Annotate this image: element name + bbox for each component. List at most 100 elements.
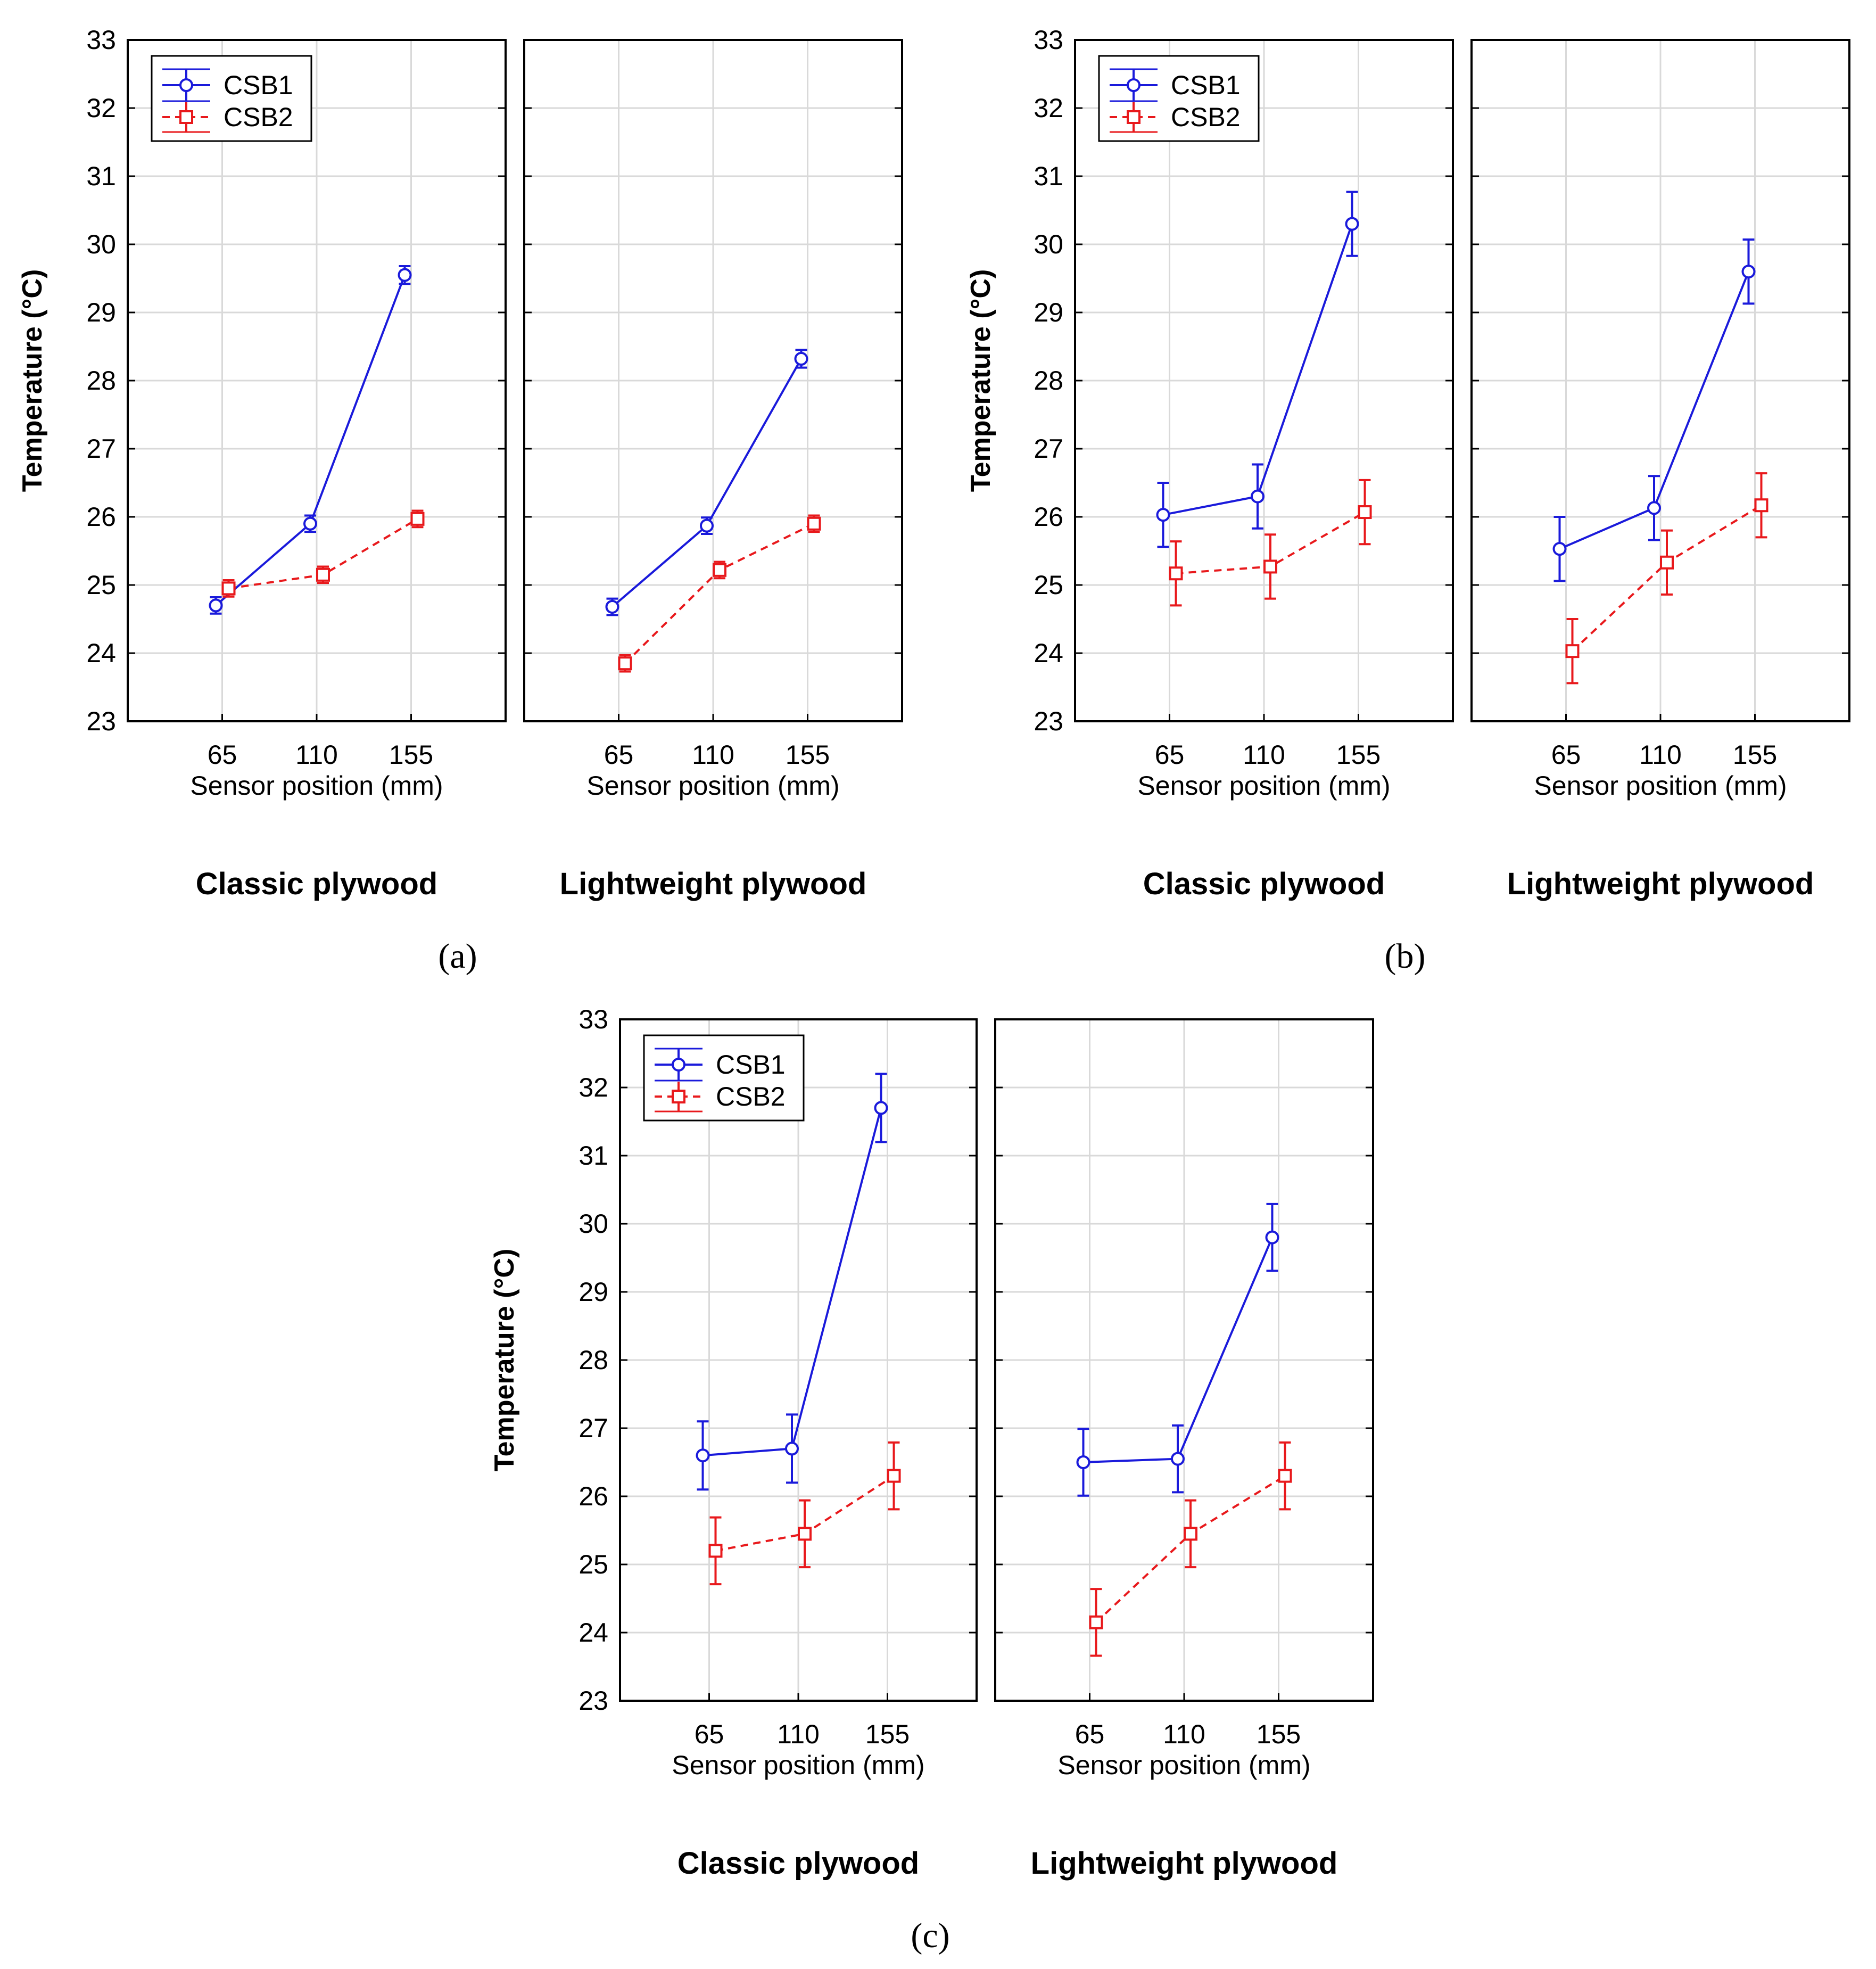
subfigure-label-a: (a) [438,937,477,976]
x-tick-label: 65 [1155,740,1185,770]
y-tick-label: 25 [578,1550,608,1579]
data-point-csb1 [1171,1452,1185,1466]
legend-label-csb1: CSB1 [1171,70,1241,100]
x-axis-label: Sensor position (mm) [1534,771,1787,801]
data-point-csb2 [410,512,425,526]
y-tick-label: 24 [86,638,116,668]
y-tick-label: 27 [1034,434,1063,464]
x-tick-label: 155 [1733,740,1777,770]
y-axis-label: Temperature (°C) [965,269,996,492]
legend-marker-csb1 [672,1058,685,1072]
panel-title: Lightweight plywood [560,867,867,901]
data-point-csb2 [221,581,236,596]
data-point-csb1 [605,599,619,614]
data-point-csb1 [1076,1455,1090,1469]
x-tick-label: 110 [777,1719,820,1749]
panel-title: Classic plywood [1143,867,1385,901]
y-tick-label: 31 [86,161,116,191]
data-point-csb1 [1647,501,1661,515]
x-tick-label: 65 [208,740,237,770]
legend-marker-csb1 [179,78,193,92]
y-tick-label: 24 [1034,638,1063,668]
y-tick-label: 29 [86,298,116,327]
legend-marker-csb2 [1127,110,1141,124]
x-tick-label: 65 [1551,740,1581,770]
y-tick-label: 29 [1034,298,1063,327]
data-point-csb1 [700,518,714,533]
y-tick-label: 30 [86,229,116,259]
data-point-csb1 [1156,508,1170,522]
y-tick-label: 26 [86,502,116,532]
data-point-csb1 [696,1448,710,1463]
legend-marker-csb2 [672,1090,685,1103]
y-tick-label: 28 [578,1345,608,1375]
data-point-csb2 [798,1527,812,1541]
x-tick-label: 155 [389,740,433,770]
y-tick-label: 30 [578,1209,608,1239]
data-point-csb2 [1660,555,1674,570]
legend-marker-csb2 [179,110,193,124]
x-axis-label: Sensor position (mm) [190,771,443,801]
y-tick-label: 33 [1034,25,1063,55]
data-point-csb2 [316,567,330,582]
data-point-csb2 [713,563,726,577]
data-point-csb2 [618,656,632,671]
y-tick-label: 23 [86,706,116,736]
panel-title: Classic plywood [677,1846,919,1881]
y-tick-label: 28 [86,366,116,396]
y-tick-label: 32 [578,1073,608,1102]
data-point-csb1 [398,268,412,282]
x-axis-label: Sensor position (mm) [1137,771,1390,801]
y-axis-label: Temperature (°C) [489,1249,520,1472]
y-tick-label: 26 [1034,502,1063,532]
x-axis-label: Sensor position (mm) [672,1750,924,1780]
x-tick-label: 65 [695,1719,724,1749]
x-tick-label: 110 [295,740,338,770]
y-tick-label: 25 [1034,570,1063,600]
y-tick-label: 31 [1034,161,1063,191]
subfigure-label-c: (c) [911,1916,949,1955]
data-point-csb1 [1552,542,1567,556]
x-tick-label: 155 [865,1719,910,1749]
y-tick-label: 30 [1034,229,1063,259]
data-point-csb2 [1754,498,1768,513]
data-point-csb2 [1358,505,1372,520]
x-tick-label: 155 [1336,740,1381,770]
x-tick-label: 110 [1163,1719,1205,1749]
x-tick-label: 155 [1257,1719,1301,1749]
y-tick-label: 27 [86,434,116,464]
x-tick-label: 110 [1639,740,1682,770]
x-axis-label: Sensor position (mm) [1057,1750,1310,1780]
y-axis-label: Temperature (°C) [17,269,48,492]
data-point-csb1 [785,1441,799,1456]
y-tick-label: 33 [86,25,116,55]
legend-box [1098,55,1260,142]
y-tick-label: 33 [578,1004,608,1034]
legend-label-csb2: CSB2 [224,102,293,132]
subfigure-label-b: (b) [1385,937,1426,976]
data-point-csb2 [887,1469,901,1483]
data-point-csb1 [1345,217,1359,231]
data-point-csb2 [807,516,821,531]
legend-box [643,1034,805,1122]
y-tick-label: 25 [86,570,116,600]
y-tick-label: 28 [1034,366,1063,396]
data-point-csb2 [1263,559,1277,574]
data-point-csb1 [1251,489,1265,504]
legend-label-csb2: CSB2 [1171,102,1241,132]
data-point-csb1 [209,598,223,613]
x-tick-label: 65 [604,740,634,770]
y-tick-label: 26 [578,1481,608,1511]
